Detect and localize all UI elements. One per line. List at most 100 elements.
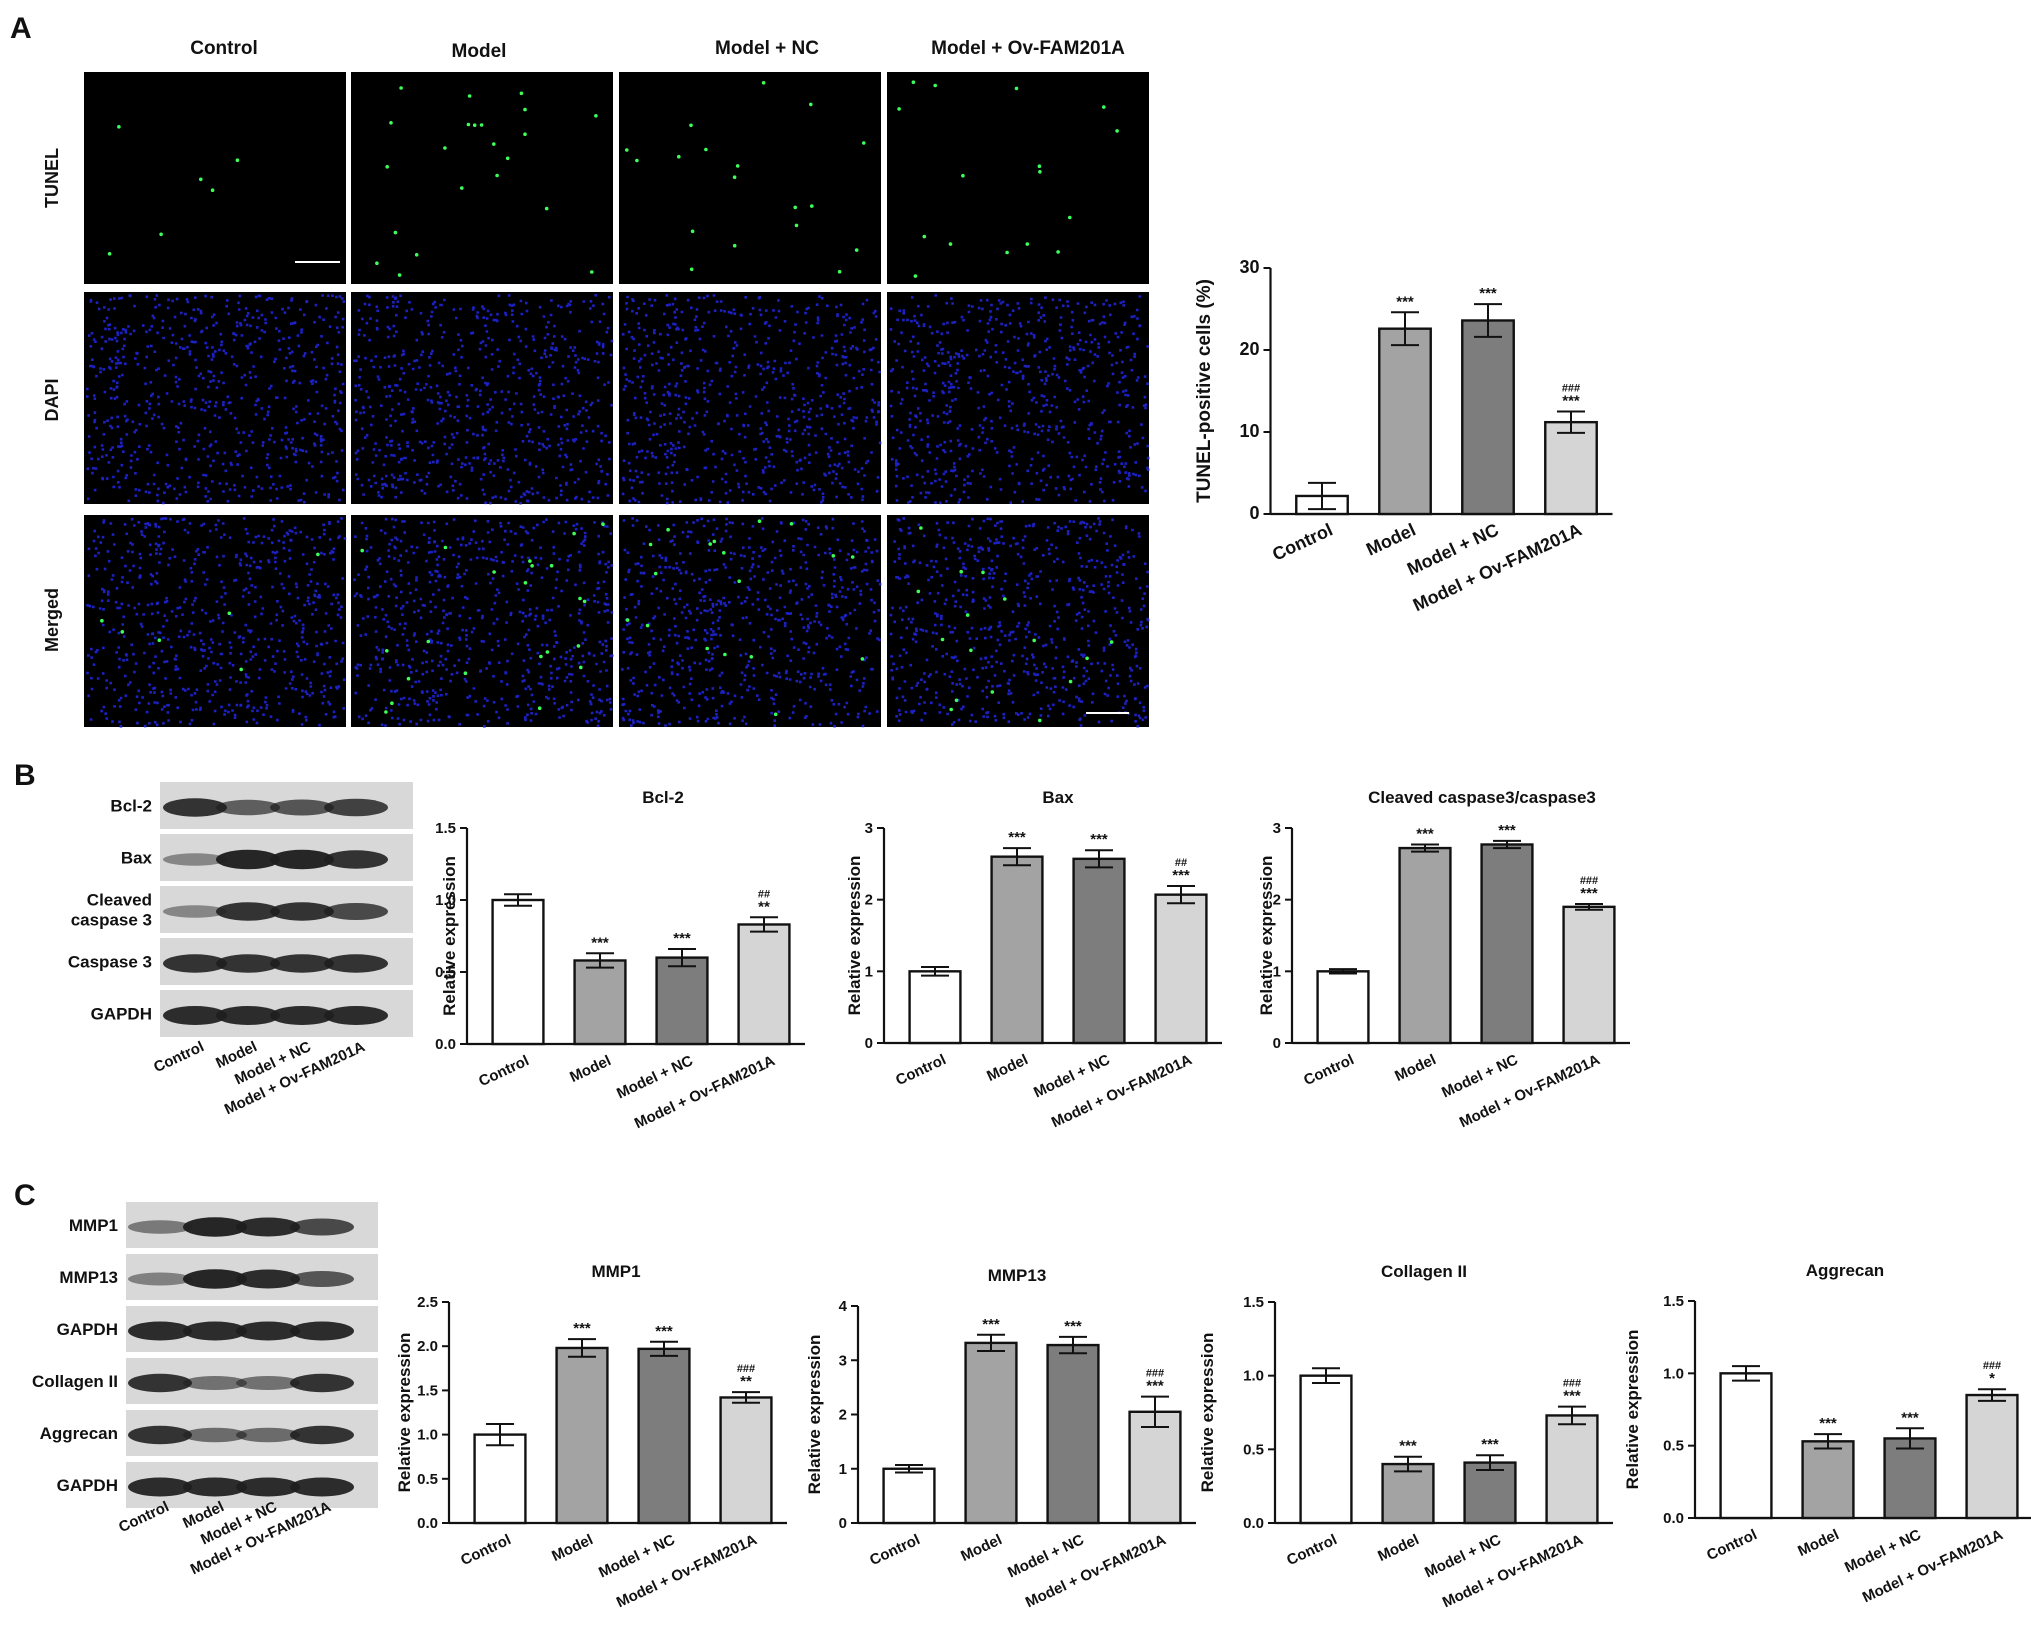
micrograph-1-3: [887, 292, 1150, 505]
x-tick-label: Control: [476, 1052, 532, 1090]
blot-band: [290, 1425, 354, 1445]
y-tick-label: 2.0: [417, 1338, 438, 1355]
y-tick-label: 0: [1249, 503, 1259, 523]
blot-band: [324, 954, 388, 973]
significance-label: ***: [1901, 1409, 1919, 1426]
significance-label: ***: [573, 1320, 591, 1337]
blot-band: [216, 799, 280, 816]
chart-mmp1: MMP1 Relative expression 0.0 0.5 1.0 1.5 2.0 2.…: [395, 1262, 787, 1611]
significance-label: ***: [655, 1323, 673, 1340]
y-tick-label: 2: [865, 892, 873, 909]
blot-band: [163, 905, 227, 918]
chart-title: Bax: [1042, 788, 1074, 807]
bar: [908, 970, 962, 1045]
blot-strip: [160, 834, 413, 881]
bar: [491, 898, 545, 1046]
significance-label: ###: [1146, 1368, 1164, 1380]
y-tick-label: 1.0: [1243, 1368, 1264, 1385]
x-tick-label: Model: [1392, 1051, 1438, 1085]
bar: [473, 1433, 527, 1525]
y-tick-label: 1: [865, 963, 873, 980]
blot-band: [270, 1006, 334, 1025]
y-tick-label: 1.0: [1663, 1365, 1684, 1382]
bar: [1398, 846, 1452, 1045]
bar: [737, 923, 791, 1046]
x-tick-label: Model + Ov-FAM201A: [1440, 1531, 1586, 1611]
blot-band: [128, 1321, 192, 1341]
significance-label: ***: [1399, 1438, 1417, 1455]
y-tick-label: 10: [1239, 421, 1259, 441]
x-tick-label: Control: [1704, 1526, 1760, 1564]
chart-title: Collagen II: [1381, 1262, 1467, 1281]
x-tick-label: Control: [867, 1531, 923, 1569]
y-tick-label: 0: [1273, 1035, 1281, 1052]
blot-band: [290, 1271, 354, 1287]
y-tick-label: 0.5: [1243, 1441, 1264, 1458]
western-blot-b: Bcl-2 Bax Cleaved caspase 3 Caspase 3 GAPDH Co…: [68, 782, 413, 1118]
bar: [655, 956, 709, 1046]
blot-strip: [160, 990, 413, 1037]
blot-band: [324, 850, 388, 869]
chart-title: MMP13: [988, 1266, 1047, 1285]
y-tick-label: 0.5: [417, 1471, 438, 1488]
chart-aggrecan: Aggrecan Relative expression 0.0 0.5 1.0 1.5 C…: [1623, 1261, 2031, 1606]
blot-label: GAPDH: [57, 1320, 118, 1339]
chart-tunel: TUNEL-positive cells (%) 0 10 20 30 Control **…: [1194, 257, 1613, 615]
y-tick-label: 0.5: [435, 964, 456, 981]
blot-band: [183, 1269, 247, 1289]
y-tick-label: 1.5: [1663, 1293, 1684, 1310]
y-axis-label: Relative expression: [845, 856, 864, 1016]
micrograph-2-2: [619, 515, 882, 728]
significance-label: ###: [1563, 1378, 1581, 1390]
blot-band: [128, 1373, 192, 1393]
panel-letter-c: C: [14, 1179, 36, 1212]
y-tick-label: 0.0: [417, 1515, 438, 1532]
micrograph-2-0: [84, 515, 347, 728]
significance-label: ***: [1090, 831, 1108, 848]
significance-label: ***: [1498, 822, 1516, 839]
blot-strip: [126, 1410, 378, 1456]
chart-mmp13: MMP13 Relative expression 0 1 2 3 4 Control *** M…: [805, 1266, 1196, 1611]
micrograph-row-tunel: TUNEL: [42, 148, 62, 208]
bar: [1299, 1374, 1353, 1525]
chart-collagen: Collagen II Relative expression 0.0 0.5 1.0 1…: [1198, 1262, 1613, 1611]
bar: [1463, 1461, 1517, 1525]
blot-label: MMP1: [69, 1216, 118, 1235]
x-tick-label: Model: [984, 1051, 1030, 1085]
y-axis-label: Relative expression: [395, 1333, 414, 1493]
micrograph-1-0: [84, 292, 346, 505]
y-tick-label: 1: [1273, 963, 1281, 980]
bar: [1154, 893, 1208, 1045]
micrograph-row-dapi: DAPI: [42, 378, 62, 421]
bar: [1381, 1462, 1435, 1525]
y-tick-label: 1.5: [1243, 1294, 1264, 1311]
significance-label: ***: [1481, 1436, 1499, 1453]
micrograph-header-ov: Model + Ov-FAM201A: [931, 38, 1125, 59]
chart-title: Cleaved caspase3/caspase3: [1368, 788, 1596, 807]
significance-label: ***: [1819, 1415, 1837, 1432]
blot-band: [128, 1425, 192, 1445]
blot-strip: [160, 782, 413, 829]
bar: [573, 959, 627, 1046]
blot-band: [270, 849, 334, 870]
x-tick-label: Model: [1795, 1526, 1841, 1560]
y-axis-label: Relative expression: [1623, 1330, 1642, 1490]
blot-band: [128, 1477, 192, 1497]
blot-strip: [126, 1306, 378, 1352]
blot-label: Cleaved caspase 3: [71, 891, 152, 930]
micrograph-2-1: [351, 515, 614, 728]
y-tick-label: 4: [839, 1298, 848, 1315]
bar: [1461, 319, 1515, 516]
x-tick-label: Model + Ov-FAM201A: [1023, 1531, 1169, 1611]
blot-strip: [126, 1202, 378, 1248]
significance-label: ###: [1580, 875, 1598, 887]
y-tick-label: 1: [839, 1461, 847, 1478]
bar: [1378, 327, 1432, 516]
y-tick-label: 2: [839, 1407, 847, 1424]
blot-band: [183, 1477, 247, 1497]
blot-band: [290, 1218, 354, 1236]
bar: [1801, 1440, 1855, 1520]
significance-label: **: [758, 898, 770, 915]
significance-label: ***: [1562, 393, 1580, 410]
y-tick-label: 0.0: [435, 1036, 456, 1053]
